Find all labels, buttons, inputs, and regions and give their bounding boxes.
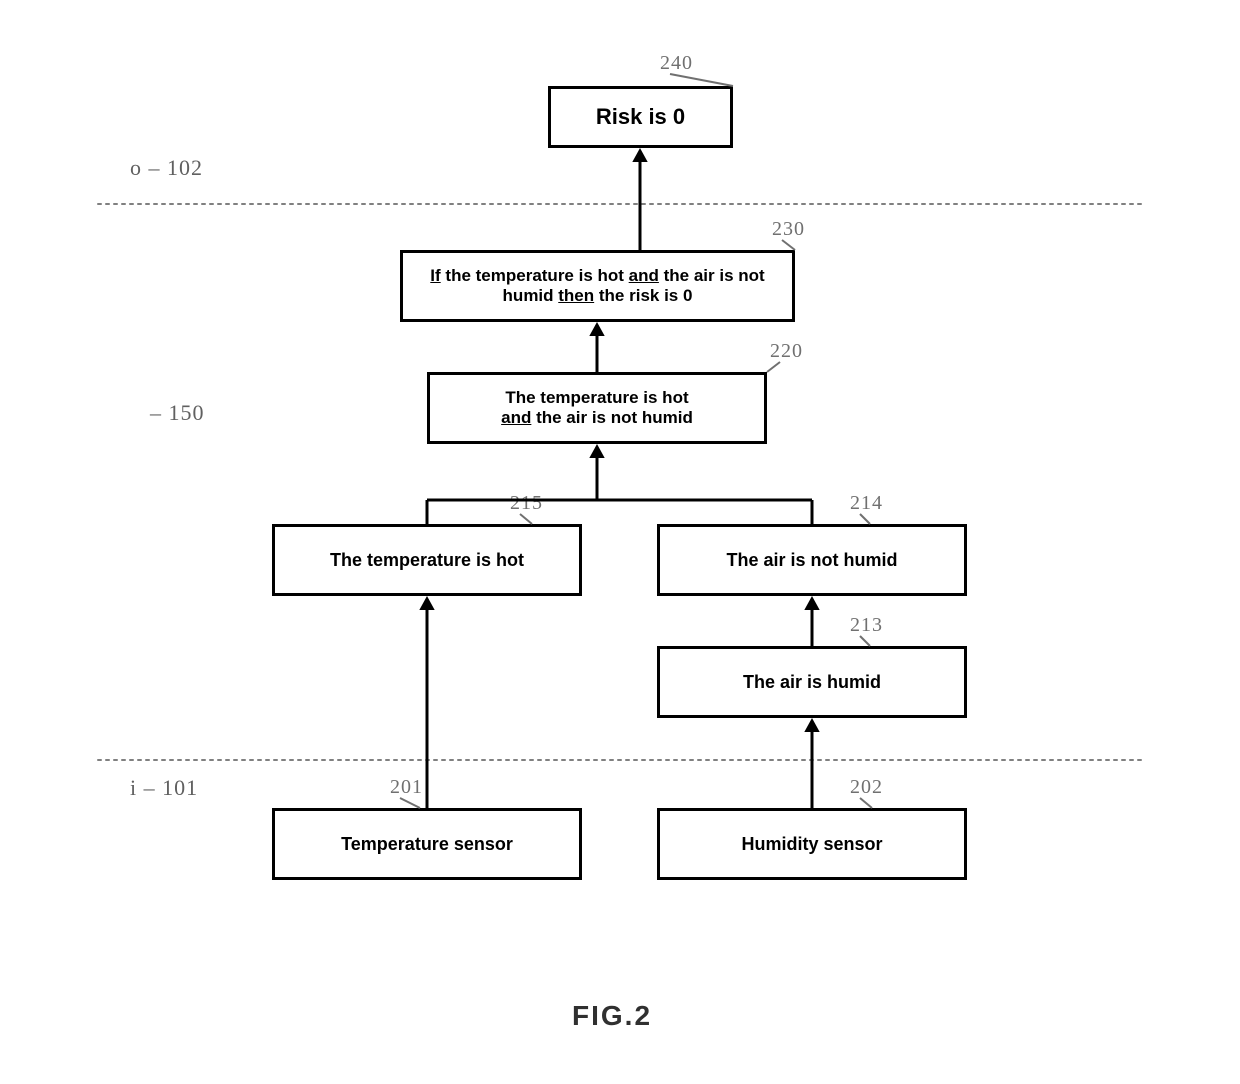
region-prefix: o xyxy=(130,155,142,180)
node-air-humid: The air is humid xyxy=(657,646,967,718)
node-air-not-humid: The air is not humid xyxy=(657,524,967,596)
region-dash: – xyxy=(149,155,168,180)
ref-label: 214 xyxy=(850,492,883,515)
region-num: 102 xyxy=(167,155,203,180)
region-num: 150 xyxy=(169,400,205,425)
region-label-output: o – 102 xyxy=(130,155,203,181)
node-label: The air is humid xyxy=(743,672,881,693)
node-rule: If the temperature is hot and the air is… xyxy=(400,250,795,322)
region-label-middle: – 150 xyxy=(150,400,205,426)
ref-label: 220 xyxy=(770,340,803,363)
node-temperature-sensor: Temperature sensor xyxy=(272,808,582,880)
node-humidity-sensor: Humidity sensor xyxy=(657,808,967,880)
ref-label: 213 xyxy=(850,614,883,637)
figure-label: FIG.2 xyxy=(572,1000,652,1032)
node-label: The air is not humid xyxy=(726,550,897,571)
node-label: Risk is 0 xyxy=(596,104,685,130)
region-prefix: i xyxy=(130,775,137,800)
node-conjunction: The temperature is hotand the air is not… xyxy=(427,372,767,444)
node-label: Humidity sensor xyxy=(741,834,882,855)
region-dash: – xyxy=(144,775,163,800)
node-label: The temperature is hotand the air is not… xyxy=(501,388,693,428)
ref-label: 230 xyxy=(772,218,805,241)
node-risk-0: Risk is 0 xyxy=(548,86,733,148)
region-num: 101 xyxy=(162,775,198,800)
ref-label: 240 xyxy=(660,52,693,75)
node-label: Temperature sensor xyxy=(341,834,513,855)
figure-label-text: FIG.2 xyxy=(572,1000,652,1031)
node-temp-hot: The temperature is hot xyxy=(272,524,582,596)
ref-label: 202 xyxy=(850,776,883,799)
ref-label: 215 xyxy=(510,492,543,515)
diagram-canvas: Risk is 0 If the temperature is hot and … xyxy=(0,0,1240,1084)
region-dash: – xyxy=(150,400,169,425)
node-label: The temperature is hot xyxy=(330,550,524,571)
ref-label: 201 xyxy=(390,776,423,799)
node-label: If the temperature is hot and the air is… xyxy=(413,266,782,306)
region-label-input: i – 101 xyxy=(130,775,198,801)
